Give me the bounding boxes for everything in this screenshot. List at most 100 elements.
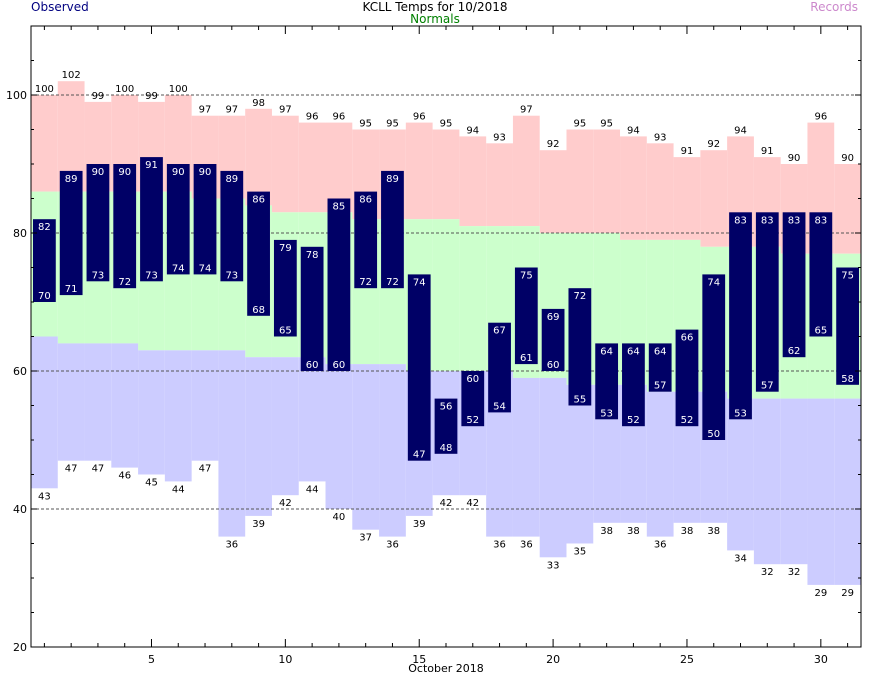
- record-low-band: [325, 364, 353, 509]
- observed-low-label: 61: [520, 353, 533, 364]
- observed-bar: [247, 191, 270, 316]
- observed-bar: [140, 157, 163, 282]
- x-tick-label: 30: [814, 653, 828, 666]
- record-high-label: 90: [788, 153, 801, 164]
- record-high-label: 97: [225, 105, 238, 116]
- x-tick-label: 10: [278, 653, 292, 666]
- record-low-band: [834, 398, 861, 585]
- record-low-label: 38: [627, 526, 640, 537]
- record-high-label: 95: [574, 119, 587, 130]
- record-high-label: 98: [252, 98, 265, 109]
- observed-bar: [836, 267, 859, 385]
- x-tick-label: 25: [680, 653, 694, 666]
- record-low-label: 32: [788, 567, 801, 578]
- observed-high-label: 89: [386, 174, 399, 185]
- record-low-band: [352, 364, 380, 530]
- observed-bar: [568, 288, 592, 406]
- record-high-label: 96: [814, 112, 827, 123]
- record-high-label: 102: [62, 70, 81, 81]
- record-low-label: 32: [761, 567, 774, 578]
- observed-low-label: 65: [814, 326, 827, 337]
- observed-bar: [220, 170, 244, 282]
- record-low-label: 47: [92, 464, 105, 475]
- observed-high-label: 66: [681, 333, 694, 344]
- record-low-label: 39: [252, 519, 265, 530]
- observed-high-label: 74: [413, 277, 426, 288]
- observed-high-label: 78: [306, 250, 319, 261]
- y-tick-label: 100: [6, 89, 27, 102]
- observed-low-label: 71: [65, 284, 78, 295]
- observed-low-label: 47: [413, 450, 426, 461]
- observed-low-label: 52: [466, 415, 479, 426]
- normals-band: [432, 219, 460, 371]
- observed-high-label: 64: [627, 346, 640, 357]
- observed-low-label: 52: [627, 415, 640, 426]
- record-high-label: 90: [841, 153, 854, 164]
- observed-low-label: 65: [279, 326, 292, 337]
- observed-high-label: 89: [65, 174, 78, 185]
- observed-high-label: 91: [145, 160, 158, 171]
- record-low-label: 33: [547, 560, 560, 571]
- observed-high-label: 64: [600, 346, 613, 357]
- record-high-band: [700, 150, 728, 247]
- record-low-band: [138, 350, 165, 475]
- record-low-label: 34: [734, 553, 747, 564]
- record-high-label: 92: [707, 139, 720, 150]
- record-low-label: 40: [333, 512, 346, 523]
- observed-bar: [461, 371, 485, 427]
- observed-high-label: 83: [788, 215, 801, 226]
- legend-records: Records: [810, 0, 858, 14]
- record-low-label: 47: [199, 464, 212, 475]
- x-axis-label: October 2018: [408, 662, 484, 675]
- record-low-band: [539, 377, 567, 558]
- record-high-band: [325, 122, 353, 213]
- observed-low-label: 57: [654, 381, 667, 392]
- record-low-label: 47: [65, 464, 78, 475]
- observed-bar: [541, 308, 565, 371]
- y-tick-label: 40: [13, 503, 27, 516]
- observed-bar: [675, 329, 699, 427]
- record-low-band: [512, 377, 540, 537]
- x-tick-label: 5: [148, 653, 155, 666]
- record-high-label: 99: [92, 91, 105, 102]
- observed-bar: [622, 343, 645, 427]
- observed-high-label: 56: [440, 402, 453, 413]
- record-low-band: [191, 350, 219, 461]
- observed-high-label: 83: [734, 215, 747, 226]
- record-high-label: 91: [681, 146, 694, 157]
- record-low-band: [111, 343, 139, 468]
- observed-high-label: 90: [199, 167, 212, 178]
- record-low-band: [753, 398, 781, 565]
- observed-high-label: 85: [333, 202, 346, 213]
- record-low-band: [646, 391, 674, 537]
- record-low-band: [298, 357, 326, 482]
- record-high-band: [512, 115, 540, 227]
- record-low-label: 42: [440, 498, 453, 509]
- observed-bar: [782, 212, 806, 358]
- observed-low-label: 70: [38, 291, 51, 302]
- record-low-band: [807, 398, 835, 585]
- observed-low-label: 72: [359, 277, 372, 288]
- observed-high-label: 75: [841, 271, 854, 282]
- observed-low-label: 60: [306, 360, 319, 371]
- record-high-label: 100: [169, 84, 188, 95]
- record-low-band: [164, 350, 192, 482]
- observed-low-label: 68: [252, 305, 265, 316]
- record-low-band: [780, 398, 808, 565]
- x-tick-label: 20: [546, 653, 560, 666]
- record-high-label: 94: [734, 125, 747, 136]
- observed-bar: [434, 398, 458, 454]
- observed-high-label: 90: [172, 167, 185, 178]
- record-low-label: 44: [172, 484, 185, 495]
- record-high-band: [432, 129, 460, 220]
- observed-bar: [755, 212, 779, 392]
- record-low-band: [218, 350, 246, 537]
- observed-high-label: 67: [493, 326, 506, 337]
- record-high-band: [31, 95, 58, 192]
- record-high-label: 95: [386, 119, 399, 130]
- record-high-label: 99: [145, 91, 158, 102]
- record-low-label: 36: [520, 540, 533, 551]
- observed-low-label: 58: [841, 374, 854, 385]
- record-high-label: 97: [279, 105, 292, 116]
- observed-high-label: 72: [574, 291, 587, 302]
